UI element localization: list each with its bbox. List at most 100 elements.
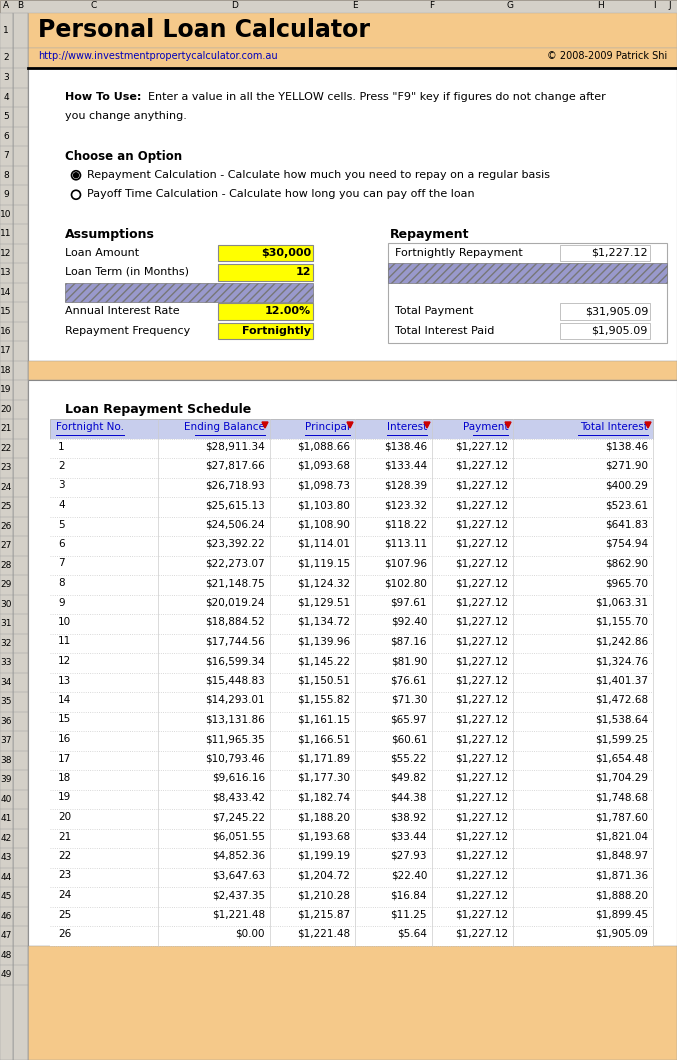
Text: $97.61: $97.61: [391, 598, 427, 607]
Text: $3,647.63: $3,647.63: [212, 870, 265, 881]
Bar: [50, 848, 653, 867]
Text: 49: 49: [0, 970, 12, 979]
Text: $1,227.12: $1,227.12: [455, 461, 508, 471]
Bar: [50, 516, 653, 536]
Text: $138.46: $138.46: [384, 442, 427, 452]
Text: Repayment: Repayment: [390, 228, 470, 241]
Text: $1,134.72: $1,134.72: [297, 617, 350, 628]
Text: H: H: [596, 1, 603, 10]
Text: $71.30: $71.30: [391, 695, 427, 705]
Bar: [50, 829, 653, 848]
Text: $271.90: $271.90: [605, 461, 648, 471]
Text: 42: 42: [1, 834, 12, 843]
Text: $26,718.93: $26,718.93: [205, 480, 265, 491]
Text: 9: 9: [3, 190, 9, 199]
Bar: [50, 887, 653, 906]
Text: $1,227.12: $1,227.12: [455, 442, 508, 452]
Text: 17: 17: [58, 754, 71, 763]
Text: $1,103.80: $1,103.80: [297, 500, 350, 510]
Text: $1,227.12: $1,227.12: [455, 890, 508, 900]
Text: $4,852.36: $4,852.36: [212, 851, 265, 861]
Text: 37: 37: [0, 737, 12, 745]
Text: $16.84: $16.84: [391, 890, 427, 900]
Bar: [560, 303, 650, 319]
Bar: [50, 595, 653, 614]
Bar: [50, 419, 653, 439]
Text: 21: 21: [0, 424, 12, 434]
Text: $1,227.12: $1,227.12: [455, 598, 508, 607]
Text: $31,905.09: $31,905.09: [585, 306, 648, 316]
Text: $102.80: $102.80: [384, 578, 427, 588]
Text: $20,019.24: $20,019.24: [206, 598, 265, 607]
Text: $17,744.56: $17,744.56: [205, 636, 265, 647]
Text: $1,124.32: $1,124.32: [297, 578, 350, 588]
Text: $23,392.22: $23,392.22: [205, 538, 265, 549]
Text: 40: 40: [0, 795, 12, 803]
Circle shape: [72, 190, 81, 199]
Text: D: D: [232, 1, 238, 10]
Text: B: B: [17, 1, 23, 10]
Text: $38.92: $38.92: [391, 812, 427, 822]
Polygon shape: [645, 422, 651, 428]
Text: 7: 7: [3, 152, 9, 160]
Text: $1,155.82: $1,155.82: [297, 695, 350, 705]
Text: Personal Loan Calculator: Personal Loan Calculator: [38, 18, 370, 42]
Bar: [28, 360, 677, 379]
Bar: [50, 575, 653, 595]
Bar: [50, 731, 653, 750]
Text: 4: 4: [3, 93, 9, 102]
Text: Fortnight No.: Fortnight No.: [56, 422, 124, 432]
Text: $1,227.12: $1,227.12: [455, 636, 508, 647]
Text: $87.16: $87.16: [391, 636, 427, 647]
Text: $1,063.31: $1,063.31: [595, 598, 648, 607]
Text: 17: 17: [0, 347, 12, 355]
Text: $1,748.68: $1,748.68: [595, 793, 648, 802]
Text: 22: 22: [1, 444, 12, 453]
Text: http://www.investmentpropertycalculator.com.au: http://www.investmentpropertycalculator.…: [38, 51, 278, 61]
Text: $13,131.86: $13,131.86: [205, 714, 265, 724]
Bar: [50, 634, 653, 653]
Text: $1,227.12: $1,227.12: [455, 480, 508, 491]
Text: $92.40: $92.40: [391, 617, 427, 628]
Text: 32: 32: [0, 639, 12, 648]
Bar: [218, 264, 313, 281]
Bar: [50, 711, 653, 731]
Text: 1: 1: [3, 26, 9, 35]
Bar: [50, 536, 653, 555]
Text: $1,155.70: $1,155.70: [595, 617, 648, 628]
Text: 46: 46: [0, 912, 12, 921]
Text: $1,204.72: $1,204.72: [297, 870, 350, 881]
Text: Total Interest Paid: Total Interest Paid: [395, 325, 494, 336]
Text: $123.32: $123.32: [384, 500, 427, 510]
Text: $1,227.12: $1,227.12: [455, 773, 508, 783]
Text: 15: 15: [58, 714, 71, 724]
Text: 2: 2: [58, 461, 64, 471]
Text: $1,324.76: $1,324.76: [595, 656, 648, 666]
Text: $9,616.16: $9,616.16: [212, 773, 265, 783]
Text: Interest: Interest: [387, 422, 427, 432]
Text: $22.40: $22.40: [391, 870, 427, 881]
Text: $1,905.09: $1,905.09: [592, 325, 648, 336]
Text: $138.46: $138.46: [605, 442, 648, 452]
Text: $1,848.97: $1,848.97: [595, 851, 648, 861]
Text: J: J: [669, 1, 672, 10]
Text: $1,227.12: $1,227.12: [592, 247, 648, 258]
Text: $49.82: $49.82: [391, 773, 427, 783]
Text: Loan Amount: Loan Amount: [65, 247, 139, 258]
Polygon shape: [505, 422, 511, 428]
Text: Choose an Option: Choose an Option: [65, 151, 182, 163]
Text: 11: 11: [58, 636, 71, 647]
Text: 12.00%: 12.00%: [265, 306, 311, 316]
Text: Payoff Time Calculation - Calculate how long you can pay off the loan: Payoff Time Calculation - Calculate how …: [87, 189, 475, 199]
Text: E: E: [352, 1, 358, 10]
Polygon shape: [262, 422, 268, 428]
Text: 10: 10: [0, 210, 12, 218]
Text: $11,965.35: $11,965.35: [205, 734, 265, 744]
Polygon shape: [347, 422, 353, 428]
Text: Total Payment: Total Payment: [395, 306, 473, 316]
Text: $1,227.12: $1,227.12: [455, 851, 508, 861]
Text: 44: 44: [1, 872, 12, 882]
Text: $1,227.12: $1,227.12: [455, 538, 508, 549]
Text: $7,245.22: $7,245.22: [212, 812, 265, 822]
Text: Enter a value in all the YELLOW cells. Press "F9" key if figures do not change a: Enter a value in all the YELLOW cells. P…: [148, 91, 606, 102]
